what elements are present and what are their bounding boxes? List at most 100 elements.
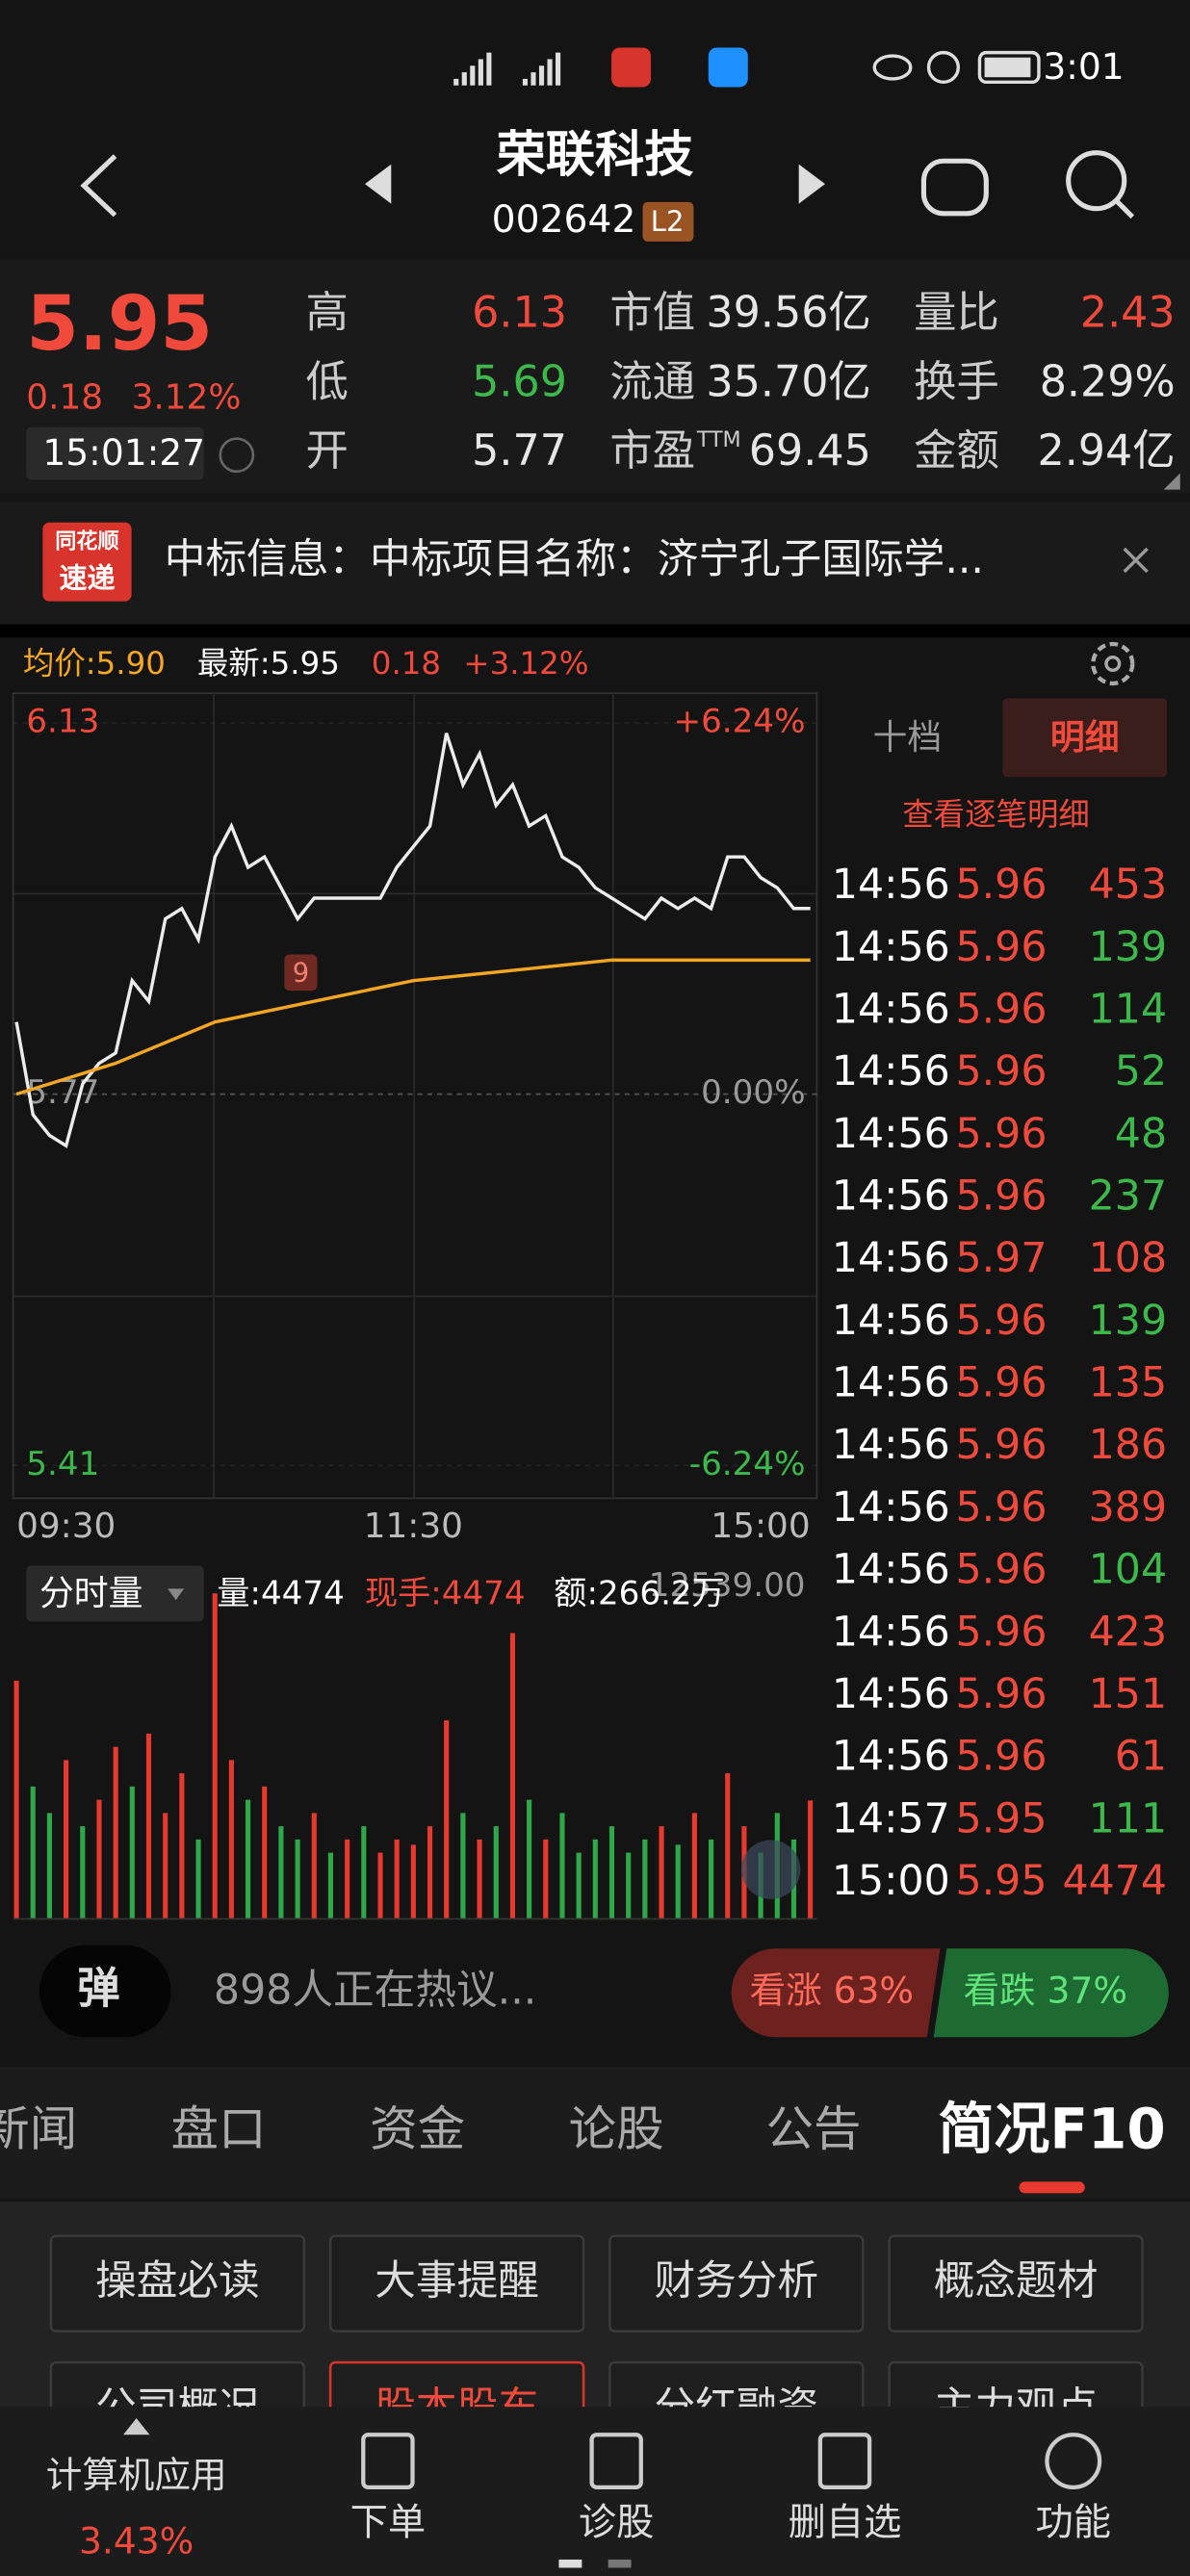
field-value: 8.29% (1040, 357, 1176, 406)
bear-text: 看跌 37% (964, 1970, 1128, 2012)
annotation-badge (284, 954, 318, 992)
back-button[interactable] (80, 154, 117, 218)
trade-volume: 237 (1089, 1172, 1167, 1220)
dropdown-arrow (168, 1588, 185, 1601)
volume-bar (691, 1813, 697, 1919)
volume-bar (808, 1800, 814, 1919)
volume-bar (675, 1844, 681, 1919)
field-label: 金额 (914, 426, 999, 476)
volume-bar (410, 1844, 416, 1919)
expand-button[interactable] (740, 1840, 801, 1899)
trade-price: 5.96 (955, 1110, 1047, 1158)
info-icon[interactable] (219, 437, 255, 474)
trade-price: 5.96 (955, 1297, 1047, 1345)
trade-time: 14:56 (832, 1172, 950, 1220)
signal-bar (478, 59, 483, 86)
search-icon[interactable] (1066, 150, 1127, 212)
f10-button[interactable] (328, 2234, 585, 2332)
stock-code: 002642 (492, 198, 636, 242)
field-label: 开 (306, 426, 349, 476)
volume-bar (509, 1633, 515, 1919)
volume-bar (626, 1852, 632, 1919)
level-badge-text: L2 (651, 205, 685, 238)
bear-button[interactable] (933, 1948, 1169, 2038)
volume-bar (659, 1826, 664, 1919)
settings-icon[interactable] (1091, 641, 1135, 686)
field-label: 量比 (914, 289, 999, 338)
avg-price-line (15, 958, 811, 1096)
volume-bar (460, 1813, 466, 1919)
news-banner[interactable] (0, 501, 1190, 625)
nav-label[interactable]: 诊股 (579, 2502, 655, 2545)
avg-price: 均价:5.90 (23, 645, 166, 682)
trade-volume: 61 (1115, 1733, 1167, 1781)
price: 5.95 (26, 279, 213, 368)
volume-mode-box[interactable] (26, 1565, 204, 1622)
tab[interactable]: 盘口 (171, 2101, 267, 2157)
robot-icon[interactable] (920, 158, 989, 217)
trade-volume: 139 (1089, 1297, 1167, 1345)
f10-button[interactable] (888, 2234, 1144, 2332)
nav-label[interactable]: 下单 (350, 2502, 427, 2545)
x-tick-label: 15:00 (711, 1507, 810, 1546)
volume-total: 量:4474 (217, 1575, 344, 1613)
trade-price: 5.96 (955, 1359, 1047, 1407)
prev-stock[interactable] (364, 164, 392, 204)
trade-time: 14:56 (832, 1608, 950, 1656)
price-line (14, 733, 811, 1148)
volume-bar (559, 1813, 565, 1919)
volume-bar (327, 1852, 334, 1919)
trades-tab[interactable]: 十档 (873, 718, 943, 758)
tab[interactable]: 资金 (370, 2101, 465, 2157)
tab[interactable]: 公告 (766, 2101, 862, 2157)
eye-icon (872, 54, 913, 81)
f10-button[interactable] (608, 2234, 865, 2332)
news-logo-bottom: 速递 (59, 561, 115, 594)
bullet-button[interactable] (39, 1945, 171, 2038)
battery-icon (977, 50, 1041, 85)
field-label: 市值 (609, 289, 695, 338)
tab[interactable]: 简况F10 (938, 2096, 1165, 2161)
f10-button[interactable] (49, 2234, 306, 2332)
home-indicator (608, 2559, 632, 2568)
close-news[interactable] (1123, 547, 1149, 574)
status-time: 3:01 (1043, 45, 1124, 88)
trade-time: 14:56 (832, 1047, 950, 1095)
nav-label[interactable]: 删自选 (789, 2502, 902, 2545)
signal-bar (556, 52, 561, 86)
signal-bar (486, 52, 492, 86)
signal-bar (470, 65, 476, 86)
trades-tab[interactable]: 明细 (1050, 718, 1120, 758)
next-stock[interactable] (798, 164, 826, 204)
trade-volume: 52 (1115, 1047, 1167, 1095)
bull-button[interactable] (731, 1948, 941, 2038)
volume-mode: 分时量 (39, 1574, 143, 1613)
trade-time: 14:56 (832, 1110, 950, 1158)
tab-bar (0, 2066, 1190, 2199)
trades-link[interactable]: 查看逐笔明细 (902, 796, 1090, 833)
volume-bar (493, 1826, 499, 1919)
sector-arrow (123, 2418, 150, 2435)
discussion-text[interactable]: 898人正在热议... (214, 1967, 536, 2015)
sector-name[interactable]: 计算机应用 (46, 2454, 227, 2496)
trades-tab-active[interactable] (1002, 698, 1168, 778)
tab[interactable]: 论股 (569, 2101, 664, 2157)
volume-amount: 额:266.2万 (554, 1575, 724, 1613)
volume-bar (427, 1826, 433, 1919)
volume-bar (576, 1852, 582, 1919)
tab[interactable]: 新闻 (0, 2101, 77, 2157)
signal-bar (461, 72, 467, 86)
trade-time: 14:57 (832, 1794, 950, 1842)
nav-icon (361, 2433, 415, 2489)
nav-label[interactable]: 功能 (1036, 2502, 1112, 2545)
volume-bar (46, 1813, 52, 1919)
field-value: 2.94亿 (1037, 426, 1175, 476)
x-tick-label: 11:30 (364, 1507, 463, 1546)
trade-price: 5.96 (955, 1608, 1047, 1656)
trade-time: 14:56 (832, 1546, 950, 1594)
signal-bar (522, 78, 529, 86)
volume-bar (345, 1839, 350, 1919)
f10-button-text: 概念题材 (934, 2257, 1099, 2306)
